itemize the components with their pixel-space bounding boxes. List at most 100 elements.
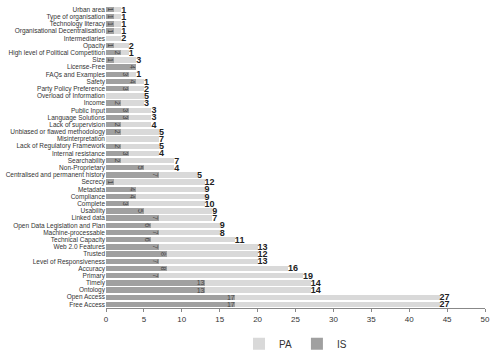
svg-text:1: 1 [107, 180, 114, 184]
svg-text:Technical Capacity: Technical Capacity [51, 236, 106, 244]
svg-text:14: 14 [311, 285, 321, 295]
svg-text:5: 5 [144, 91, 149, 101]
svg-text:1: 1 [129, 48, 134, 58]
svg-text:Centralised and permanent hist: Centralised and permanent history [6, 171, 106, 179]
svg-text:Timely: Timely [86, 279, 106, 287]
svg-text:Secrecy: Secrecy [82, 178, 106, 186]
svg-text:3: 3 [122, 202, 129, 206]
svg-text:4: 4 [159, 148, 164, 158]
svg-text:7: 7 [152, 274, 159, 278]
svg-text:12: 12 [205, 177, 215, 187]
svg-text:13: 13 [197, 279, 205, 286]
svg-text:9: 9 [212, 206, 217, 216]
svg-text:3: 3 [151, 105, 156, 115]
svg-text:5: 5 [159, 141, 164, 151]
svg-text:Open Data Legislation and Plan: Open Data Legislation and Plan [13, 222, 105, 230]
svg-text:Lack of Regulatory Framework: Lack of Regulatory Framework [16, 142, 105, 150]
svg-text:Usability: Usability [80, 207, 105, 215]
svg-text:License-Free: License-Free [67, 63, 105, 70]
svg-text:1: 1 [136, 69, 141, 79]
svg-text:Complete: Complete [77, 200, 105, 208]
svg-text:3: 3 [151, 112, 156, 122]
svg-text:PA: PA [279, 339, 292, 350]
svg-text:Free Access: Free Access [69, 301, 106, 308]
svg-text:4: 4 [151, 120, 156, 130]
svg-text:5: 5 [137, 209, 144, 213]
svg-text:27: 27 [440, 299, 450, 309]
svg-text:Opacity: Opacity [83, 42, 106, 50]
svg-text:4: 4 [129, 187, 136, 191]
svg-text:2: 2 [129, 41, 134, 51]
svg-text:7: 7 [212, 213, 217, 223]
svg-text:0: 0 [104, 315, 109, 324]
svg-text:20: 20 [253, 315, 262, 324]
svg-text:Language Solutions: Language Solutions [48, 114, 106, 122]
svg-text:15: 15 [215, 315, 224, 324]
svg-text:45: 45 [443, 315, 452, 324]
svg-text:3: 3 [122, 151, 129, 155]
svg-text:Searchability: Searchability [68, 157, 106, 165]
svg-text:Urban area: Urban area [72, 6, 105, 13]
svg-text:Machine-processable: Machine-processable [43, 229, 105, 237]
svg-text:16: 16 [288, 263, 298, 273]
svg-text:5: 5 [197, 170, 202, 180]
svg-text:IS: IS [337, 339, 347, 350]
svg-text:1: 1 [107, 29, 114, 33]
svg-text:2: 2 [114, 144, 121, 148]
svg-text:7: 7 [152, 216, 159, 220]
svg-text:3: 3 [136, 55, 141, 65]
svg-text:2: 2 [121, 33, 126, 43]
svg-text:Ontology: Ontology [79, 286, 106, 294]
svg-text:Non-Proprietary: Non-Proprietary [59, 164, 106, 172]
svg-text:Linked data: Linked data [71, 214, 105, 221]
svg-text:Compliance: Compliance [71, 193, 106, 201]
svg-text:2: 2 [114, 51, 121, 55]
svg-text:Unbiased or flawed methodology: Unbiased or flawed methodology [10, 128, 105, 136]
svg-text:Misinterpretation: Misinterpretation [57, 135, 105, 143]
svg-text:9: 9 [220, 220, 225, 230]
svg-text:Overload of Information: Overload of Information [37, 92, 105, 99]
svg-text:3: 3 [122, 108, 129, 112]
svg-text:3: 3 [122, 115, 129, 119]
svg-text:Lack of supervision: Lack of supervision [49, 121, 105, 129]
svg-text:FAQs and Examples: FAQs and Examples [46, 71, 106, 79]
svg-text:13: 13 [197, 287, 205, 294]
svg-text:8: 8 [160, 252, 167, 256]
svg-text:9: 9 [205, 192, 210, 202]
svg-text:10: 10 [177, 315, 186, 324]
svg-text:7: 7 [152, 173, 159, 177]
svg-text:4: 4 [129, 80, 136, 84]
svg-text:1: 1 [107, 15, 114, 19]
svg-text:5: 5 [159, 127, 164, 137]
svg-text:1: 1 [107, 8, 114, 12]
svg-text:Trusted: Trusted [83, 250, 105, 257]
svg-text:13: 13 [258, 242, 268, 252]
svg-text:1: 1 [107, 44, 114, 48]
svg-text:Safety: Safety [87, 78, 106, 86]
svg-text:Public Input: Public Input [71, 107, 105, 115]
svg-text:5: 5 [137, 166, 144, 170]
svg-text:40: 40 [405, 315, 414, 324]
svg-text:1: 1 [121, 19, 126, 29]
svg-text:14: 14 [311, 278, 321, 288]
svg-text:Size: Size [92, 56, 105, 63]
svg-text:2: 2 [114, 101, 121, 105]
svg-text:Technology literacy: Technology literacy [50, 20, 106, 28]
svg-text:Accuracy: Accuracy [78, 265, 105, 273]
svg-text:Party Policy Preference: Party Policy Preference [37, 85, 105, 93]
svg-text:7: 7 [152, 231, 159, 235]
svg-text:Intermediaries: Intermediaries [64, 35, 106, 42]
svg-text:35: 35 [367, 315, 376, 324]
svg-text:30: 30 [329, 315, 338, 324]
svg-text:5: 5 [142, 315, 147, 324]
svg-text:11: 11 [235, 235, 245, 245]
svg-text:13: 13 [258, 256, 268, 266]
svg-text:4: 4 [174, 163, 179, 173]
svg-text:8: 8 [160, 266, 167, 270]
svg-text:2: 2 [144, 84, 149, 94]
svg-text:Open Access: Open Access [67, 293, 106, 301]
svg-text:25: 25 [291, 315, 300, 324]
svg-text:50: 50 [481, 315, 490, 324]
svg-text:Internal resistance: Internal resistance [52, 150, 105, 157]
svg-text:19: 19 [303, 271, 313, 281]
